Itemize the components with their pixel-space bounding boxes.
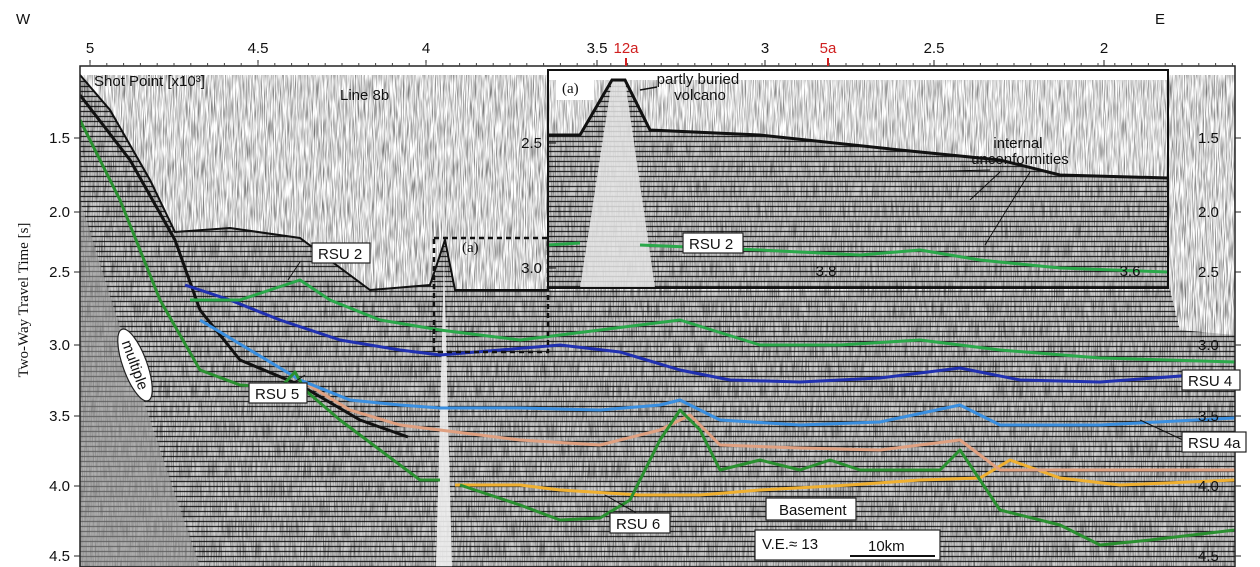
left-tick-label: 4.5: [49, 548, 70, 565]
top-tick-label: 3: [761, 40, 769, 57]
axis-note: Shot Point [x10³]: [94, 73, 205, 90]
inset-outline: [432, 236, 550, 354]
inset-bottom-tick-label: 3.6: [1120, 263, 1141, 280]
horizon-label: RSU 4a: [1188, 435, 1241, 452]
inset-marker: (a): [462, 240, 479, 256]
left-tick-label: 2.0: [49, 204, 70, 221]
right-tick-label: 2.0: [1198, 204, 1219, 221]
inset-label: (a): [562, 81, 579, 97]
line-label: Line 8b: [340, 87, 389, 104]
inset-bottom-tick-label: 3.8: [816, 263, 837, 280]
horizon-label: RSU 5: [255, 386, 299, 403]
right-tick-label: 4.5: [1198, 548, 1219, 565]
right-tick-label: 1.5: [1198, 130, 1219, 147]
inset-left-tick-label: 2.5: [521, 135, 542, 152]
exaggeration: V.E.≈ 13: [762, 536, 818, 553]
horizon-label: RSU 2: [318, 246, 362, 263]
basement-box: [765, 497, 857, 521]
horizon-label: RSU 6: [616, 516, 660, 533]
right-tick-label: 4.0: [1198, 478, 1219, 495]
scale-label: 10km: [868, 538, 905, 555]
right-tick-label: 2.5: [1198, 264, 1219, 281]
inset-left-tick-label: 3.0: [521, 260, 542, 277]
label-line: internal: [993, 135, 1042, 152]
top-tick-label: 2.5: [924, 40, 945, 57]
top-tick-label: 2: [1100, 40, 1108, 57]
left-tick-label: 3.0: [49, 337, 70, 354]
top-tick-label: 4: [422, 40, 430, 57]
unconformities-label: internal unconformities: [971, 135, 1069, 168]
frame: [79, 65, 1236, 567]
west-label: W: [16, 11, 31, 28]
inset-horizon-label: RSU 2: [689, 236, 733, 253]
basement-label: Basement: [779, 502, 847, 519]
right-tick-label: 3.0: [1198, 337, 1219, 354]
label-line: volcano: [674, 87, 726, 104]
right-tick-label: 3.5: [1198, 408, 1219, 425]
shot-point-label: 12a: [613, 40, 639, 57]
volcano-label: partly buried volcano: [657, 71, 744, 104]
left-tick-label: 3.5: [49, 408, 70, 425]
shot-point-label: 5a: [820, 40, 837, 57]
east-label: E: [1155, 11, 1165, 28]
horizon-labels: RSU 2 RSU 5 RSU 6 RSU 4 RSU 4a: [248, 242, 1247, 534]
label-line: partly buried: [657, 71, 740, 88]
left-tick-label: 4.0: [49, 478, 70, 495]
left-tick-label: 2.5: [49, 264, 70, 281]
seismic-section: [80, 74, 1235, 567]
top-tick-label: 3.5: [587, 40, 608, 57]
horizon-label: RSU 4: [1188, 373, 1232, 390]
top-tick-label: 4.5: [248, 40, 269, 57]
y-axis-title: Two-Way Travel Time [s]: [16, 223, 32, 378]
left-tick-label: 1.5: [49, 130, 70, 147]
top-tick-label: 5: [86, 40, 94, 57]
label-line: unconformities: [971, 151, 1069, 168]
inset: (a) partly buried volcano internal uncon…: [547, 69, 1169, 289]
